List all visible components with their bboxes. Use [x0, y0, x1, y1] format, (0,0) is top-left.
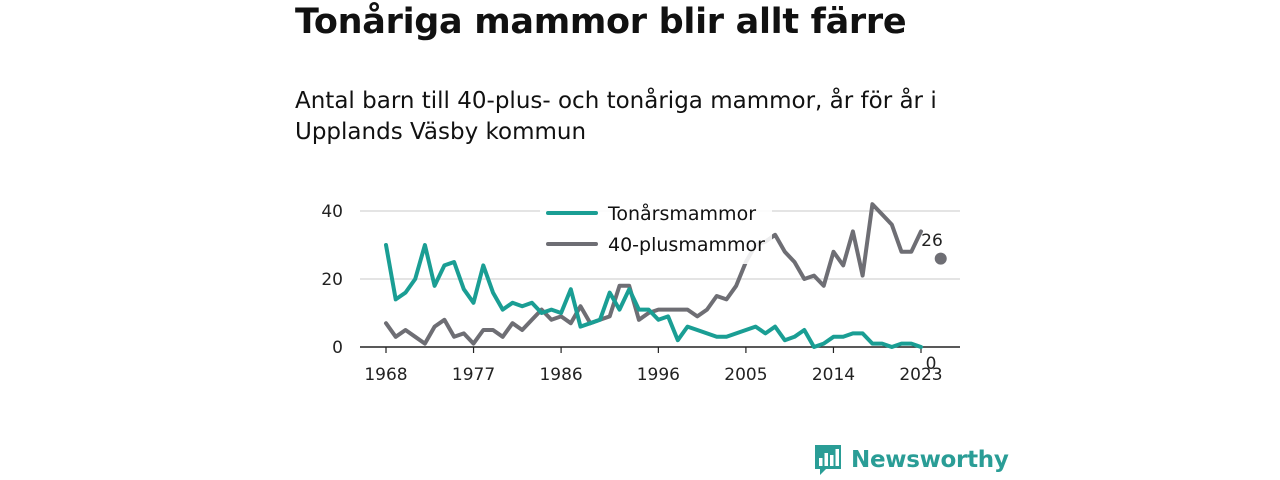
chart-subtitle: Antal barn till 40-plus- och tonåriga ma… [295, 88, 937, 145]
x-tick-label: 2023 [899, 365, 942, 385]
y-tick-label: 0 [332, 338, 343, 358]
end-label-tonarsmammor: 0 [926, 354, 937, 374]
newsworthy-logo: Newsworthy [814, 444, 1009, 476]
x-tick-label: 1968 [364, 365, 407, 385]
legend-label: 40-plusmammor [608, 234, 765, 256]
y-tick-label: 20 [321, 270, 343, 290]
y-tick-label: 40 [321, 202, 343, 222]
series-line-40-plusmammor [384, 202, 923, 346]
legend-background [540, 198, 772, 264]
end-point-40-plusmammor [934, 252, 947, 265]
bar-chart-speech-bubble-icon [815, 445, 841, 475]
legend-label: Tonårsmammor [607, 202, 756, 225]
x-tick-label: 1977 [452, 365, 495, 385]
chart-title: Tonåriga mammor blir allt färre [295, 2, 907, 42]
brand-name: Newsworthy [851, 447, 1009, 473]
x-tick-label: 2005 [724, 365, 767, 385]
end-label-40-plusmammor: 26 [921, 231, 943, 251]
x-tick-label: 1986 [539, 365, 582, 385]
series-line-tonarsmammor [384, 243, 923, 349]
x-tick-label: 2014 [812, 365, 855, 385]
line-chart: 0 20 40 1968 1977 1986 1996 2005 2014 2023 26 0 Tonå… [321, 198, 960, 385]
x-tick-label: 1996 [637, 365, 680, 385]
